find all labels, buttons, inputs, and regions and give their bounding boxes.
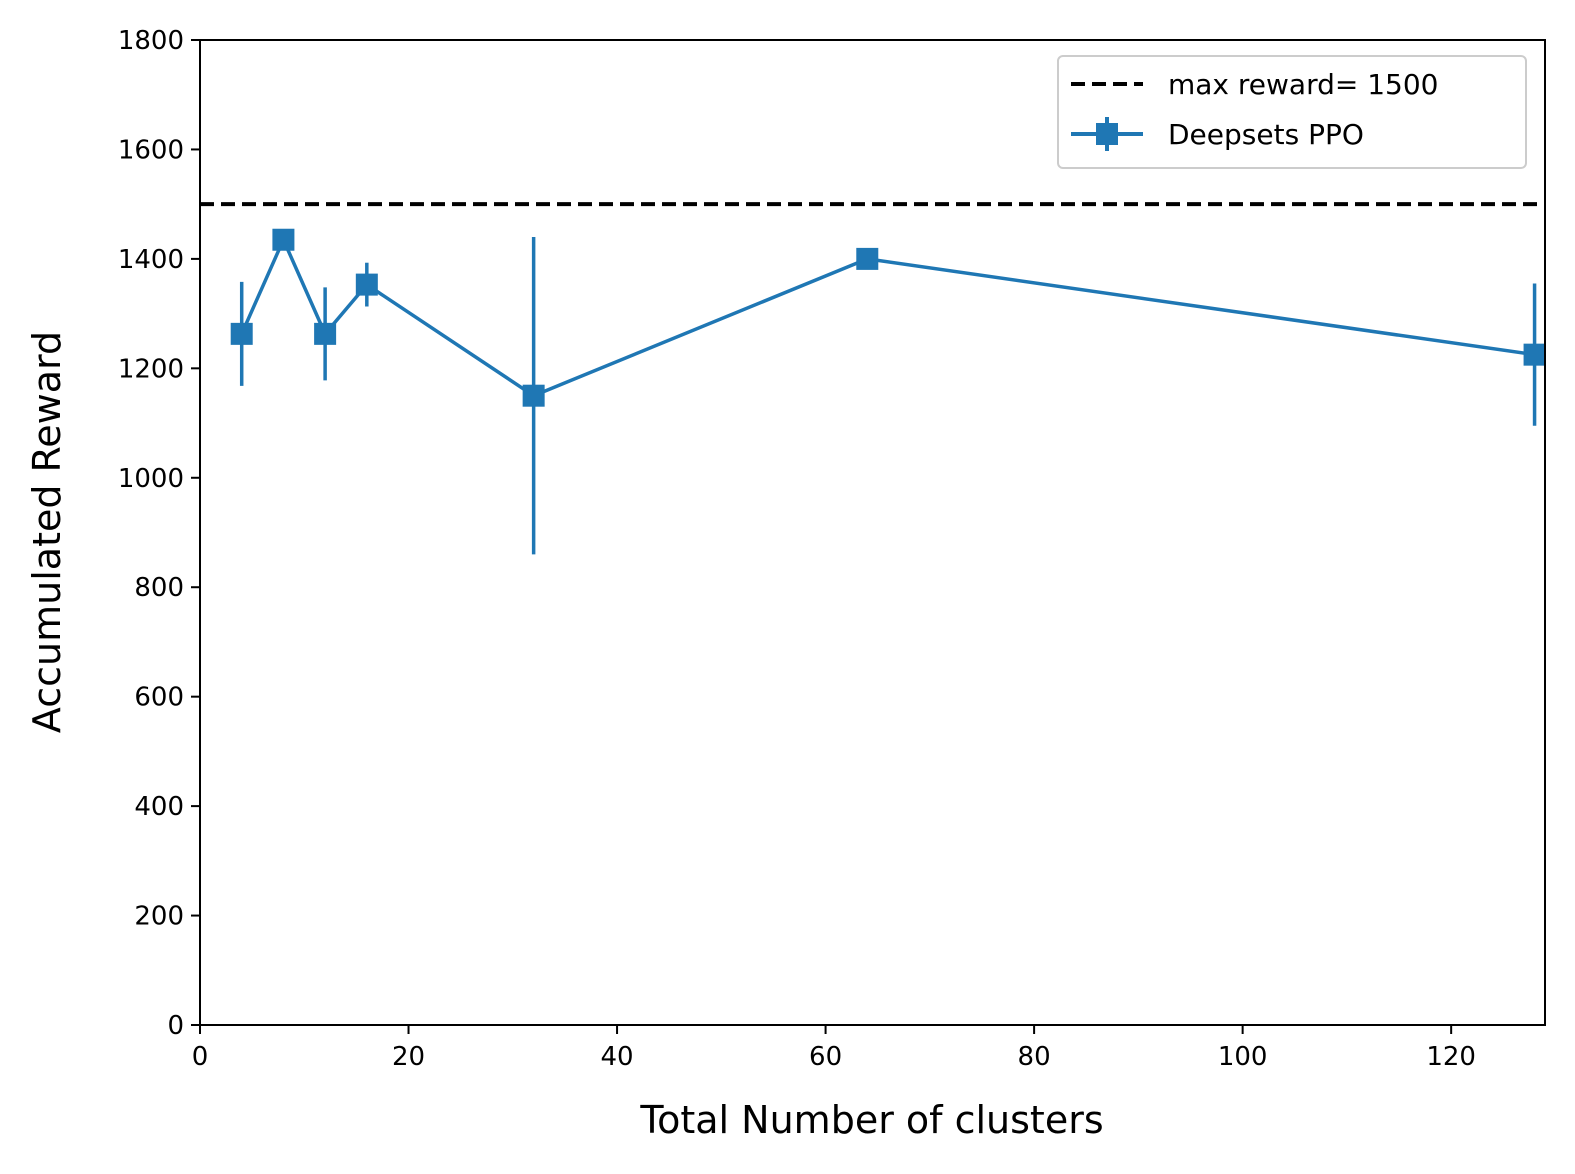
- x-tick-label: 0: [192, 1042, 209, 1072]
- data-point: [522, 384, 545, 407]
- x-axis-title: Total Number of clusters: [639, 1098, 1103, 1142]
- y-tick-label: 1800: [118, 26, 184, 56]
- y-tick-label: 400: [134, 792, 184, 822]
- series-deepsets-ppo: [230, 228, 1546, 555]
- data-point: [355, 273, 378, 296]
- series-line: [240, 237, 1535, 398]
- y-tick-label: 800: [134, 573, 184, 603]
- x-tick-label: 100: [1218, 1042, 1268, 1072]
- x-tick-label: 80: [1018, 1042, 1051, 1072]
- y-tick-label: 1600: [118, 135, 184, 165]
- data-point: [856, 247, 879, 270]
- plot-area-frame: [199, 39, 1546, 1026]
- legend-swatch-deepsets-ppo: [1071, 117, 1143, 151]
- x-tick-label: 20: [392, 1042, 425, 1072]
- y-tick-label: 600: [134, 683, 184, 713]
- y-tick-label: 0: [167, 1011, 184, 1041]
- legend-box: [1057, 55, 1527, 169]
- y-tick-label: 1400: [118, 245, 184, 275]
- legend: max reward= 1500 Deepsets PPO: [1057, 55, 1527, 169]
- y-tick-label: 1000: [118, 464, 184, 494]
- data-point: [230, 322, 253, 345]
- legend-label-deepsets-ppo: Deepsets PPO: [1168, 118, 1364, 151]
- y-axis-title: Accumulated Reward: [25, 331, 69, 733]
- y-axis-ticks: 0 200 400 600 800 1000 1200 1400 1600 1800: [118, 26, 200, 1041]
- x-tick-label: 60: [809, 1042, 842, 1072]
- x-axis-ticks: 0 20 40 60 80 100 120: [192, 1025, 1476, 1072]
- x-tick-label: 40: [601, 1042, 634, 1072]
- series-layer: [230, 228, 1546, 555]
- legend-label-max-reward: max reward= 1500: [1168, 68, 1439, 101]
- data-point: [314, 322, 337, 345]
- y-tick-label: 1200: [118, 354, 184, 384]
- x-tick-label: 120: [1426, 1042, 1476, 1072]
- data-point: [272, 228, 295, 251]
- data-point: [1523, 343, 1546, 366]
- y-tick-label: 200: [134, 902, 184, 932]
